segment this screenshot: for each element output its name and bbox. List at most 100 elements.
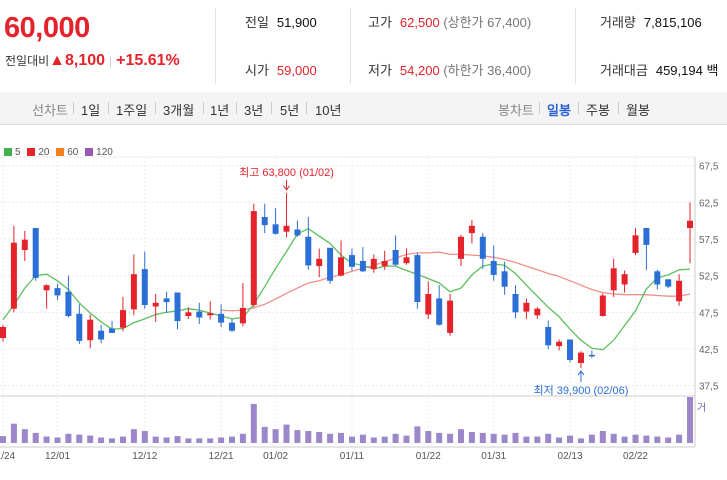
x-tick-label: 12/21 [209,451,234,462]
period-3y[interactable]: 3년 [244,103,264,118]
candle-chart-label: 봉차트 [498,103,534,118]
period-1d[interactable]: 1일 [81,103,101,118]
x-tick-label: 02/22 [623,451,648,462]
change-value: ▲8,100 [49,52,106,69]
legend-ma60: 60 [67,147,79,158]
legend-ma120: 120 [96,147,113,158]
x-tick-label: 01/31 [481,451,506,462]
chart-toolbar: 선차트 1일 1주일 3개월 1년 3년 5년 10년 봉차트 일봉 주봉 월봉 [0,92,727,125]
candle-body [349,255,355,267]
change-label: 전일대비 [5,54,50,68]
volume-bar [250,403,257,443]
candle-body [512,294,519,313]
candle-body [632,235,639,253]
y-tick-label: 42,5 [699,345,719,356]
volume-bar [163,437,170,443]
volume-bar [229,436,235,443]
candle-body [414,255,421,302]
volume-bar [370,437,377,443]
candle-body [490,261,497,275]
candle-body [229,322,235,331]
change-rate: +15.61% [116,52,180,69]
candle-body [654,271,661,285]
y-tick-label: 67,5 [699,162,719,173]
candle-body [174,292,181,322]
y-tick-label: 47,5 [699,308,719,319]
volume-bar [21,429,28,443]
volume-bar [130,429,137,443]
prev-close-value: 51,900 [276,15,317,30]
volume-bar [490,433,497,443]
candle-monthly[interactable]: 월봉 [626,103,650,118]
candle-body [676,280,683,302]
candle-body [120,310,126,328]
divider [306,102,307,114]
y-tick-label: 52,5 [699,272,719,283]
candle-body [98,330,105,340]
legend-ma20: 20 [38,147,50,158]
volume-bar [65,433,72,443]
candle-body [578,352,584,363]
volume-bar [218,437,225,443]
volume-bar [523,436,530,443]
candle-body [447,300,454,333]
candle-body [87,319,94,341]
volume-bar [654,436,661,443]
volume-bar [98,437,105,443]
volume-bar [545,433,552,443]
period-1y[interactable]: 1년 [210,103,230,118]
candle-body [501,271,508,287]
volume-bar [534,436,541,443]
volume: 거래량 7,815,106 [600,12,702,31]
candle-body [392,250,399,265]
candle-weekly[interactable]: 주봉 [586,103,610,118]
y-tick-label: 62,5 [699,198,719,209]
prev-close: 전일 51,900 [245,12,317,31]
candle-body [0,327,6,338]
divider [73,102,74,114]
divider [618,102,619,114]
volume-bar [261,426,268,443]
volume-bar [10,423,17,443]
ma-legend: 5 20 60 120 [0,147,113,158]
candle-body [567,339,573,360]
period-5y[interactable]: 5년 [280,103,300,118]
volume-bar [207,438,214,443]
candle-body [370,258,377,270]
period-10y[interactable]: 10년 [315,103,342,118]
volume-bar [239,433,246,443]
volume-bar [468,432,475,443]
candle-body [272,224,279,234]
volume-bar [687,397,693,443]
low-label: 저가 [368,63,392,78]
candle-body [76,313,83,341]
x-tick-label: 11/24 [0,451,16,462]
candle-body [65,291,72,316]
candle-body [338,257,344,276]
candle-body [163,298,170,303]
candle-body [479,236,486,259]
volume-bar [632,434,639,443]
candle-body [534,308,541,316]
candle-body [152,302,159,307]
period-3m[interactable]: 3개월 [163,103,195,118]
volume-bar [141,431,148,443]
ma5-line [2,227,691,351]
divider [271,102,272,114]
candle-body [207,313,214,316]
divider [539,102,540,114]
candle-body [458,236,464,259]
volume-bar [349,436,355,443]
low-annotation: 최저 39,900 (02/06) [534,384,629,397]
volume-bar [152,436,159,443]
volume-bar [109,438,115,443]
amount-value: 459,194 백 [655,63,719,78]
volume-bar [599,431,606,443]
volume-bar [610,433,617,443]
volume-bar [447,433,454,443]
candle-daily[interactable]: 일봉 [547,103,571,118]
period-1w[interactable]: 1주일 [116,103,148,118]
volume-bar [54,437,61,443]
volume-bar [567,435,573,443]
